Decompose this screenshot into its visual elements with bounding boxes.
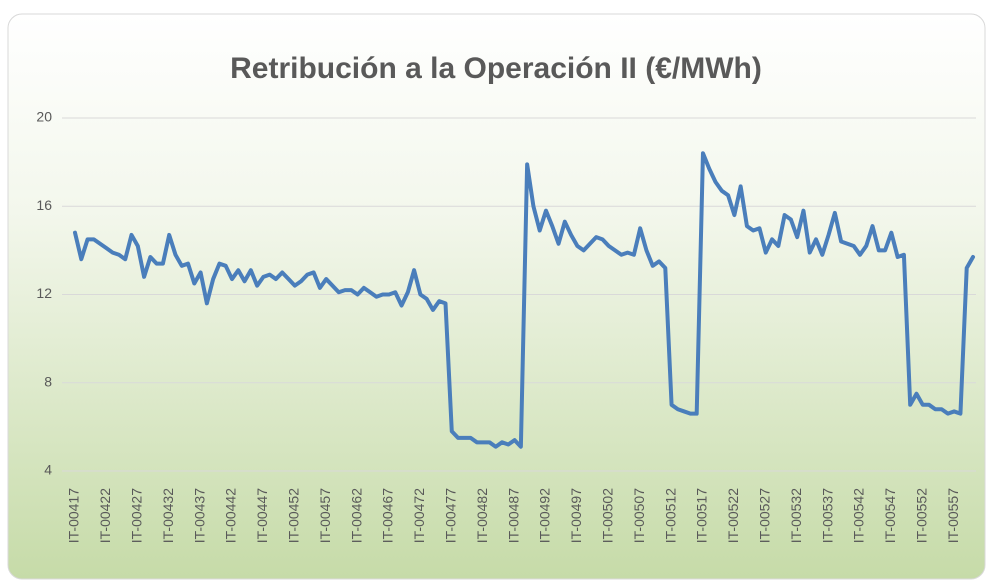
x-tick-label: IT-00462 <box>348 488 364 543</box>
x-tick-label: IT-00482 <box>474 488 490 543</box>
y-tick-label: 20 <box>36 109 52 125</box>
x-tick-label: IT-00547 <box>882 488 898 543</box>
x-tick-label: IT-00432 <box>160 488 176 543</box>
x-tick-label: IT-00517 <box>694 488 710 543</box>
y-tick-label: 16 <box>36 197 52 213</box>
x-tick-label: IT-00527 <box>756 488 772 543</box>
x-tick-label: IT-00422 <box>97 488 113 543</box>
y-tick-label: 12 <box>36 285 52 301</box>
x-tick-label: IT-00557 <box>945 488 961 543</box>
x-tick-label: IT-00477 <box>442 488 458 543</box>
data-line <box>73 151 975 449</box>
chart-title: Retribución a la Operación II (€/MWh) <box>230 52 762 85</box>
x-tick-label: IT-00507 <box>631 488 647 543</box>
x-tick-label: IT-00457 <box>317 488 333 543</box>
chart-panel <box>7 13 986 580</box>
x-tick-label: IT-00472 <box>411 488 427 543</box>
x-tick-label: IT-00537 <box>819 488 835 543</box>
x-tick-label: IT-00467 <box>380 488 396 543</box>
x-tick-label: IT-00492 <box>537 488 553 543</box>
x-tick-label: IT-00552 <box>913 488 929 543</box>
y-tick-label: 8 <box>44 373 52 389</box>
x-tick-label: IT-00512 <box>662 488 678 543</box>
x-tick-label: IT-00487 <box>505 488 521 543</box>
x-tick-label: IT-00447 <box>254 488 270 543</box>
x-tick-label: IT-00542 <box>851 488 867 543</box>
x-tick-label: IT-00452 <box>285 488 301 543</box>
x-tick-label: IT-00497 <box>568 488 584 543</box>
x-tick-label: IT-00532 <box>788 488 804 543</box>
x-tick-label: IT-00437 <box>191 488 207 543</box>
x-tick-label: IT-00427 <box>129 488 145 543</box>
x-tick-label: IT-00522 <box>725 488 741 543</box>
x-tick-label: IT-00502 <box>599 488 615 543</box>
y-tick-label: 4 <box>44 462 52 478</box>
x-tick-label: IT-00417 <box>66 488 82 543</box>
x-tick-label: IT-00442 <box>223 488 239 543</box>
